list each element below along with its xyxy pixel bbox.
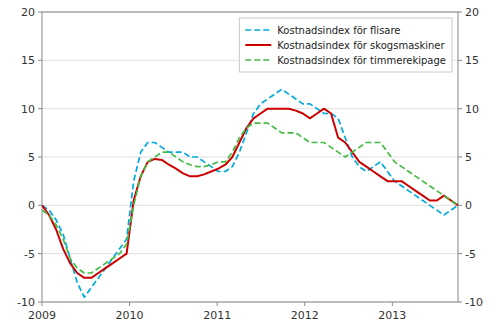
- series-line: [42, 109, 458, 278]
- y2-tick-label: 5: [465, 151, 472, 164]
- legend-label: Kostnadsindex för timmerekipage: [277, 55, 446, 66]
- y-tick: [38, 302, 42, 303]
- grid-line: [42, 253, 458, 254]
- grid-line: [42, 108, 458, 109]
- legend-swatch: [245, 44, 271, 46]
- y2-axis: -10 -5 0 5 10 15 20: [458, 6, 483, 309]
- y-tick: [38, 108, 42, 109]
- x-tick-label: 2011: [203, 309, 231, 322]
- y-tick-label: -5: [24, 248, 35, 261]
- legend: Kostnadsindex för flisare Kostnadsindex f…: [239, 18, 452, 72]
- y-tick-label: 20: [21, 6, 35, 19]
- x-tick-label: 2009: [28, 309, 56, 322]
- x-tick: [304, 302, 305, 306]
- x-tick: [217, 302, 218, 306]
- legend-label: Kostnadsindex för skogsmaskiner: [277, 40, 445, 51]
- y-tick: [38, 253, 42, 254]
- x-tick: [42, 302, 43, 306]
- y-tick: [38, 205, 42, 206]
- y-tick: [38, 60, 42, 61]
- y2-tick-label: 20: [465, 6, 479, 19]
- x-axis: 2009 2010 2011 2012 2013: [28, 302, 406, 322]
- x-tick-label: 2012: [291, 309, 319, 322]
- y2-tick: [458, 205, 462, 206]
- legend-swatch: [245, 29, 271, 31]
- y-tick-label: 15: [21, 54, 35, 67]
- y-tick: [38, 12, 42, 13]
- y2-tick-label: 0: [465, 199, 472, 212]
- legend-box: [239, 18, 452, 72]
- lines: [42, 89, 458, 297]
- y-tick-label: 10: [21, 103, 35, 116]
- x-tick: [129, 302, 130, 306]
- series-line: [42, 123, 458, 273]
- y2-tick-label: 15: [465, 54, 479, 67]
- y-tick: [38, 157, 42, 158]
- x-tick: [392, 302, 393, 306]
- x-tick-label: 2010: [116, 309, 144, 322]
- y-tick-label: 0: [28, 199, 35, 212]
- y2-tick-label: 10: [465, 103, 479, 116]
- chart: -10-505101520-10-50510152020092010201120…: [0, 0, 500, 330]
- series-line: [42, 89, 458, 297]
- legend-label: Kostnadsindex för flisare: [277, 25, 400, 36]
- y-axis: -10 -5 0 5 10 15 20: [17, 6, 42, 309]
- plot-frame: [42, 12, 458, 302]
- grid: [42, 12, 458, 302]
- x-tick-label: 2013: [378, 309, 406, 322]
- y2-tick: [458, 157, 462, 158]
- y-tick-label: -10: [17, 296, 35, 309]
- y-tick-label: 5: [28, 151, 35, 164]
- y2-tick: [458, 108, 462, 109]
- y2-tick: [458, 302, 462, 303]
- y2-tick: [458, 253, 462, 254]
- y2-tick-label: -5: [465, 248, 476, 261]
- grid-line: [42, 205, 458, 206]
- y2-tick: [458, 60, 462, 61]
- y2-tick-label: -10: [465, 296, 483, 309]
- grid-line: [42, 157, 458, 158]
- legend-swatch: [245, 59, 271, 61]
- y2-tick: [458, 12, 462, 13]
